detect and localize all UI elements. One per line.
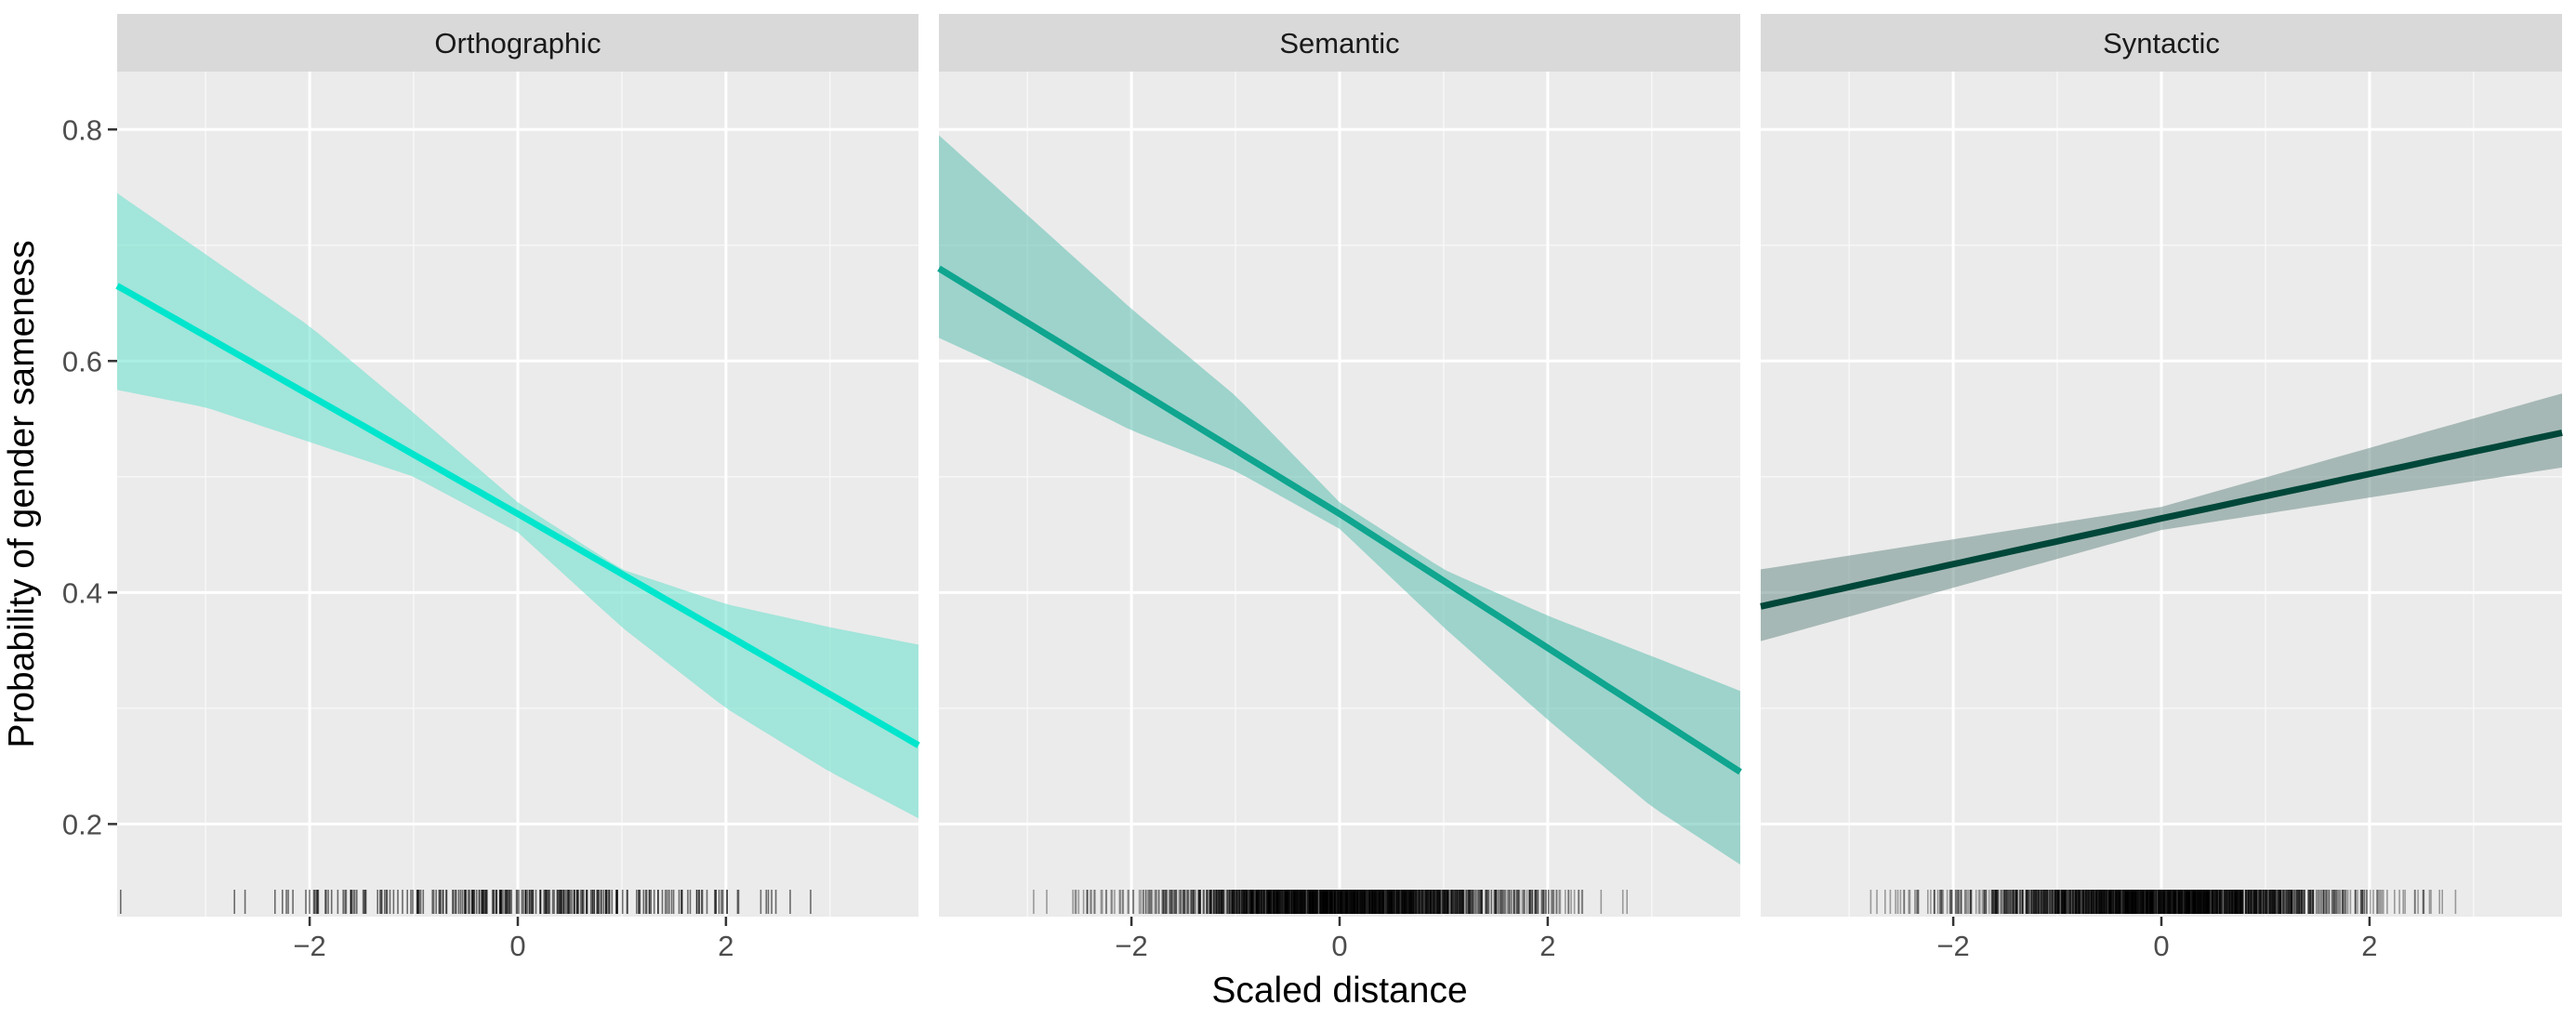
- y-tick-label: 0.4: [62, 576, 102, 609]
- fit-line: [115, 283, 920, 748]
- facet-title: Semantic: [1279, 27, 1399, 59]
- facet-strip: [117, 14, 918, 72]
- y-axis-label: Probability of gender sameness: [2, 240, 42, 747]
- x-tick-label: 0: [509, 930, 525, 962]
- y-tick-label: 0.2: [62, 808, 102, 840]
- facet-title: Syntactic: [2103, 27, 2220, 59]
- x-tick-label: 2: [718, 930, 733, 962]
- facet-semantic: Semantic −2 0 2: [937, 14, 1742, 962]
- rug: [1869, 890, 2457, 914]
- fit-line: [1760, 430, 2563, 610]
- facet-strip: [939, 14, 1740, 72]
- x-axis-label: Scaled distance: [1211, 971, 1467, 1011]
- x-tick-label: −2: [293, 930, 325, 962]
- x-tick-label: 0: [2153, 930, 2169, 962]
- facet-orthographic: Orthographic −2 0 2: [115, 14, 920, 962]
- y-tick-label: 0.6: [62, 345, 102, 377]
- confidence-ribbon: [117, 192, 918, 819]
- x-tick-label: 0: [1331, 930, 1347, 962]
- x-tick-label: −2: [1936, 930, 1969, 962]
- x-tick-label: −2: [1115, 930, 1147, 962]
- y-tick-label: 0.8: [62, 113, 102, 146]
- facet-title: Orthographic: [434, 27, 601, 59]
- x-tick-label: 2: [1539, 930, 1555, 962]
- facet-strip: [1761, 14, 2562, 72]
- x-tick-label: 2: [2361, 930, 2377, 962]
- rug: [120, 890, 812, 914]
- confidence-ribbon: [939, 135, 1740, 865]
- rug: [1033, 890, 1628, 914]
- fit-line: [937, 265, 1742, 775]
- facet-syntactic: Syntactic −2 0 2: [1760, 14, 2563, 962]
